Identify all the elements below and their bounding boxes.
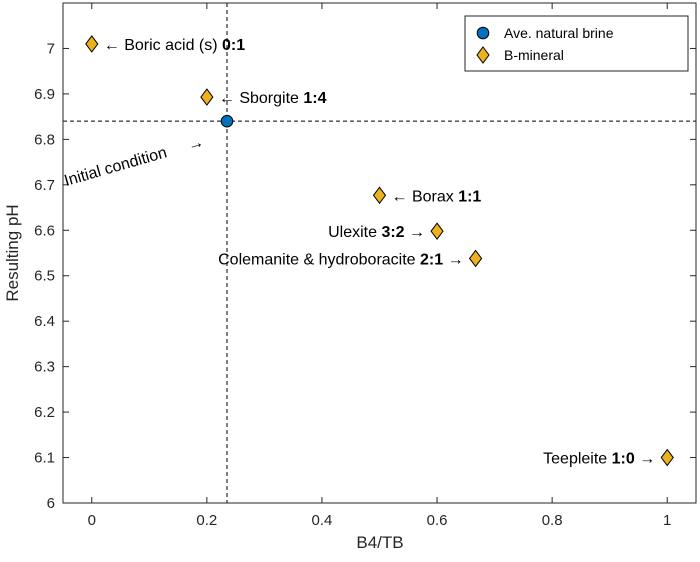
x-tick-label: 0.4 <box>312 512 333 529</box>
annotation-borax: ← Borax 1:1 <box>392 188 482 205</box>
x-tick-label: 0.6 <box>427 512 448 529</box>
x-tick-label: 0.2 <box>196 512 217 529</box>
legend-marker-brine <box>476 26 490 40</box>
axis-tick-labels: 0 0.2 0.4 0.6 0.8 1 6 6.1 6.2 6.3 6.4 6.5 6.6 6.7 6.8 6… <box>34 40 671 529</box>
y-tick-label: 6.2 <box>34 404 55 421</box>
point-annotations: ← Boric acid (s) 0:1 ← Sborgite 1:4 ← Bora… <box>104 37 655 468</box>
annotation-boric-acid: ← Boric acid (s) 0:1 <box>104 37 245 54</box>
y-tick-label: 6.3 <box>34 359 55 376</box>
annotation-colemanite: Colemanite & hydroboracite 2:1 → <box>218 251 463 268</box>
plot-area <box>63 3 696 503</box>
annotation-teepleite: Teepleite 1:0 → <box>543 451 655 468</box>
legend-marker-mineral <box>476 46 490 64</box>
y-tick-label: 6.8 <box>34 131 55 148</box>
y-tick-label: 6 <box>47 495 55 512</box>
annotation-ulexite: Ulexite 3:2 → <box>328 224 425 241</box>
x-tick-label: 0 <box>88 512 96 529</box>
mineral-point <box>372 186 387 205</box>
legend-label-mineral: B-mineral <box>504 47 564 63</box>
mineral-point <box>468 249 483 268</box>
y-tick-label: 6.1 <box>34 450 55 467</box>
reference-lines <box>63 3 696 503</box>
data-points <box>85 35 674 467</box>
x-tick-label: 1 <box>663 512 671 529</box>
legend-box <box>464 15 689 72</box>
y-tick-label: 6.7 <box>34 177 55 194</box>
initial-condition-arrow: → <box>186 134 206 155</box>
y-tick-label: 6.9 <box>34 86 55 103</box>
y-tick-label: 6.4 <box>34 313 55 330</box>
mineral-point <box>660 448 674 467</box>
y-tick-label: 6.5 <box>34 268 55 285</box>
legend: Ave. natural brine B-mineral <box>464 15 689 72</box>
brine-point <box>220 114 234 128</box>
legend-label-brine: Ave. natural brine <box>504 25 614 41</box>
mineral-point <box>200 88 214 106</box>
axes-box <box>62 2 697 504</box>
mineral-point <box>85 35 99 53</box>
x-axis-label: B4/TB <box>356 533 403 552</box>
y-tick-label: 6.6 <box>34 222 55 239</box>
x-tick-label: 0.8 <box>542 512 563 529</box>
y-axis-label: Resulting pH <box>3 204 22 301</box>
mineral-point <box>430 222 444 241</box>
annotation-sborgite: ← Sborgite 1:4 <box>219 90 327 107</box>
y-tick-label: 7 <box>47 40 55 57</box>
